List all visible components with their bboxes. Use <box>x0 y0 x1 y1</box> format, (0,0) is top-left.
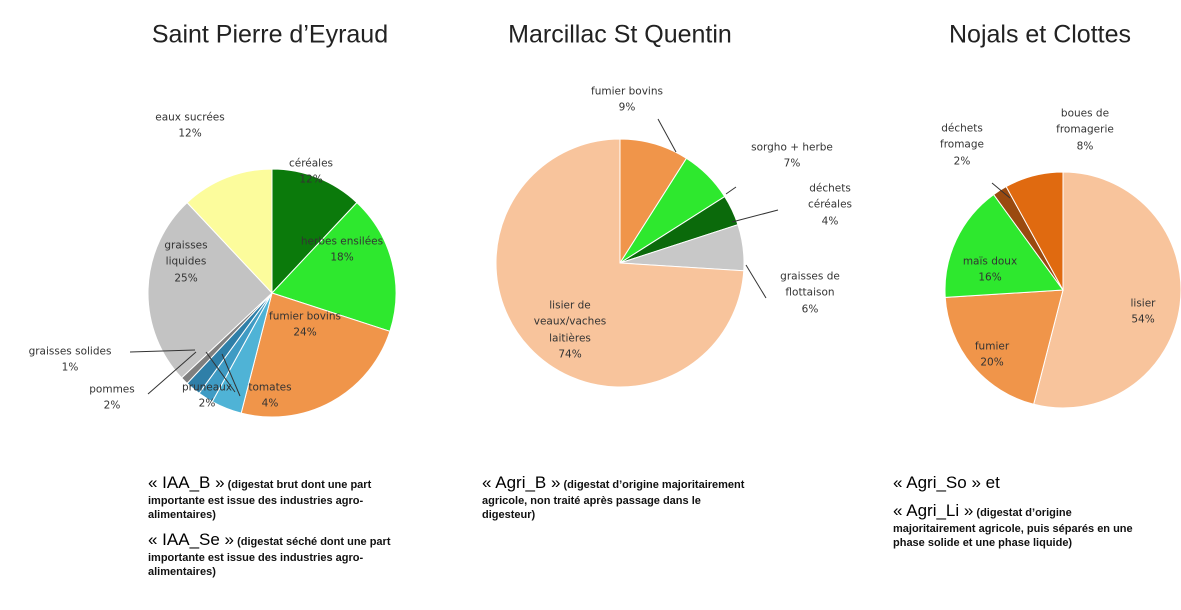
slice-name: lisier <box>1130 297 1156 310</box>
leader-line <box>731 209 779 223</box>
slice-label: fumier bovins 24% <box>255 309 355 342</box>
pie-slice <box>240 292 391 418</box>
slice-name: boues de fromagerie <box>1056 107 1114 136</box>
slice-name: fumier bovins <box>269 310 341 323</box>
slice-value: 18% <box>330 252 354 264</box>
pie-slice <box>271 168 358 295</box>
caption: « Agri_So » et « Agri_Li » (digestat d’or… <box>893 472 1153 557</box>
pie-slice <box>1033 171 1181 409</box>
slice-label: boues de fromagerie 8% <box>1040 106 1130 155</box>
slice-label: fumier bovins 9% <box>572 84 682 117</box>
slice-label: déchets céréales 4% <box>800 181 860 230</box>
leader-line <box>991 182 1011 199</box>
slice-label: tomates 4% <box>240 380 300 413</box>
slice-label: eaux sucrées 12% <box>145 110 235 143</box>
caption-paragraph: « IAA_Se » (digestat séché dont une part… <box>148 529 398 580</box>
caption-text: (digestat séché dont une part importante… <box>148 535 391 579</box>
slice-value: 4% <box>821 215 839 228</box>
pie-slice <box>147 201 273 379</box>
leader-line <box>221 353 241 397</box>
slice-value: 2% <box>103 400 121 412</box>
slice-label: pruneaux 2% <box>177 380 237 413</box>
slice-value: 54% <box>1131 314 1155 326</box>
slice-label: graisses liquides 25% <box>156 238 216 287</box>
caption-paragraph: « IAA_B » (digestat brut dont une part i… <box>148 472 398 523</box>
slice-name: fumier bovins <box>591 85 663 98</box>
slice-value: 74% <box>558 348 582 361</box>
pie-slice <box>944 289 1064 405</box>
slice-value: 6% <box>801 303 819 316</box>
slice-label: céréales 12% <box>281 156 341 189</box>
slice-name: maïs doux <box>962 255 1018 268</box>
leader-line <box>147 351 197 395</box>
slice-name: lisier de veaux/vaches laitières <box>533 299 607 344</box>
caption-code: « Agri_So » et <box>893 473 1000 492</box>
caption-paragraph: « Agri_B » (digestat d’origine majoritai… <box>482 472 747 523</box>
caption-paragraph: « Agri_Li » (digestat d’origine majorita… <box>893 500 1153 551</box>
slice-name: déchets céréales <box>807 182 853 211</box>
slice-label: sorgho + herbe 7% <box>732 140 852 173</box>
pie-slice <box>271 201 397 332</box>
chart-title: Nojals et Clottes <box>949 21 1131 49</box>
caption-text: (digestat d’origine majoritairement agri… <box>893 507 1133 550</box>
slice-name: sorgho + herbe <box>751 141 833 154</box>
leader-line <box>725 186 737 195</box>
slice-name: pommes <box>89 383 135 396</box>
slice-label: maïs doux 16% <box>960 254 1020 287</box>
slice-value: 4% <box>261 398 279 410</box>
pie-slice <box>495 138 745 388</box>
slice-label: lisier de veaux/vaches laitières 74% <box>520 297 620 362</box>
slice-value: 25% <box>174 272 198 285</box>
slice-name: graisses de flottaison <box>780 270 840 299</box>
caption-code: « IAA_B » <box>148 473 225 492</box>
slice-value: 7% <box>783 158 801 170</box>
caption: « IAA_B » (digestat brut dont une part i… <box>148 472 398 585</box>
slice-value: 12% <box>299 174 323 186</box>
caption: « Agri_B » (digestat d’origine majoritai… <box>482 472 747 529</box>
slice-name: graisses solides <box>28 345 112 358</box>
caption-text: (digestat brut dont une part importante … <box>148 479 372 522</box>
slice-name: eaux sucrées <box>155 111 225 124</box>
slice-name: graisses liquides <box>164 239 208 268</box>
slice-name: déchets fromage <box>940 122 984 151</box>
slice-value: 8% <box>1076 140 1094 153</box>
leader-line <box>205 351 236 393</box>
slice-label: déchets fromage 2% <box>932 121 992 170</box>
slice-label: fumier 20% <box>962 339 1022 372</box>
slice-name: céréales <box>288 157 334 170</box>
slice-label: graisses solides 1% <box>10 344 130 377</box>
slice-label: lisier 54% <box>1113 296 1173 329</box>
chart-title: Saint Pierre d’Eyraud <box>152 21 388 49</box>
slice-label: graisses de flottaison 6% <box>770 269 850 318</box>
slice-value: 2% <box>198 398 216 410</box>
caption-code: « IAA_Se » <box>148 529 235 549</box>
caption-paragraph: « Agri_So » et <box>893 472 1153 494</box>
slice-value: 24% <box>293 327 317 339</box>
slice-name: fumier <box>974 340 1010 353</box>
pie-slice <box>1005 171 1064 291</box>
leader-line <box>129 349 196 353</box>
slice-value: 9% <box>618 102 636 114</box>
slice-name: pruneaux <box>181 381 233 394</box>
pie-slice <box>186 168 273 295</box>
caption-text: (digestat d’origine majoritairement agri… <box>482 479 745 522</box>
slice-value: 12% <box>178 128 202 140</box>
slice-value: 1% <box>61 362 79 374</box>
slice-value: 20% <box>980 357 1004 369</box>
pie-slice <box>944 193 1064 298</box>
caption-code: « Agri_B » <box>482 473 561 492</box>
chart-title: Marcillac St Quentin <box>508 21 732 49</box>
slice-value: 16% <box>978 272 1002 284</box>
leader-line <box>657 118 677 153</box>
slice-name: herbes ensilées <box>300 235 384 248</box>
slice-label: herbes ensilées 18% <box>292 234 392 267</box>
leader-line <box>745 264 767 299</box>
slice-value: 2% <box>953 155 971 168</box>
slice-name: tomates <box>248 381 292 394</box>
caption-code: « Agri_Li » <box>893 501 974 521</box>
slice-label: pommes 2% <box>82 382 142 415</box>
